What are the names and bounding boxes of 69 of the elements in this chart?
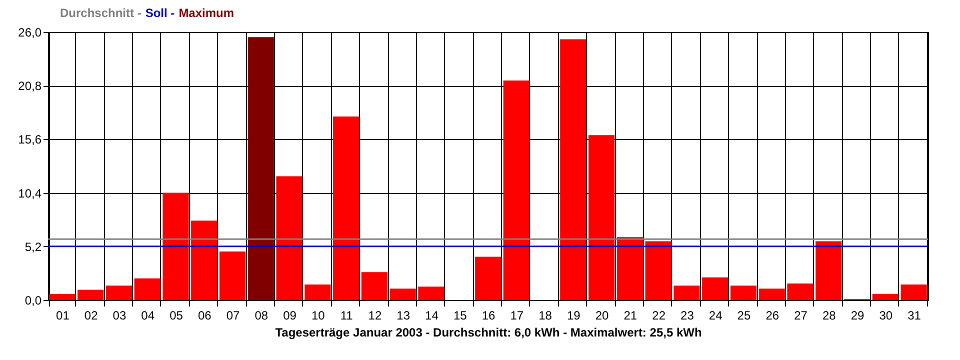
bar (78, 290, 104, 300)
bar (588, 135, 615, 300)
bar (730, 286, 757, 300)
x-tick-label: 20 (595, 308, 610, 322)
bar (560, 39, 586, 300)
bar (248, 37, 274, 300)
x-tick-label: 29 (850, 308, 865, 322)
bar (191, 220, 218, 300)
x-tick-label: 12 (368, 308, 382, 322)
bar (872, 294, 898, 300)
x-tick-label: 05 (170, 308, 184, 322)
x-tick-label: 21 (624, 308, 638, 322)
x-tick-label: 30 (879, 308, 893, 322)
x-tick-label: 17 (510, 308, 524, 322)
y-tick-label: 15,6 (18, 132, 42, 147)
x-tick-label: 26 (766, 308, 780, 322)
x-tick-label: 14 (425, 308, 439, 322)
y-tick-label: 5,2 (24, 240, 42, 254)
bar (900, 284, 927, 300)
y-tick-label: 10,4 (18, 186, 42, 200)
bar (787, 284, 814, 300)
x-tick-label: 13 (396, 308, 410, 322)
x-tick-label: 23 (680, 308, 694, 322)
bar (390, 288, 416, 300)
bar (276, 176, 302, 300)
y-tick-label: 20,8 (18, 79, 42, 94)
bar (162, 192, 189, 300)
bar (134, 278, 160, 300)
bar (503, 80, 530, 300)
bar (816, 241, 842, 300)
series-label: Maximum (178, 6, 234, 20)
x-tick-label: 03 (112, 308, 126, 322)
x-tick-label: 22 (652, 308, 666, 322)
bar (219, 252, 246, 300)
x-tick-label: 06 (198, 308, 212, 322)
bar (702, 277, 728, 300)
x-tick-label: 27 (794, 308, 808, 322)
bar (758, 288, 785, 300)
ref-line-label: Soll - (145, 6, 175, 20)
x-tick-label: 09 (283, 308, 297, 322)
x-tick-label: 16 (482, 308, 496, 322)
bar (418, 286, 444, 300)
bar (361, 272, 388, 300)
bar (304, 284, 331, 300)
bar (333, 116, 360, 300)
x-tick-label: 24 (708, 308, 723, 322)
bar (474, 256, 502, 300)
bar (616, 237, 643, 300)
y-tick-label: 0,0 (24, 294, 42, 308)
bar (106, 286, 132, 300)
x-tick-label: 07 (226, 308, 240, 322)
bar (645, 241, 672, 300)
bar (674, 286, 700, 300)
y-tick-label: 26,0 (18, 26, 42, 40)
x-axis-title: Tageserträge Januar 2003 - Durchschnitt: 6,0 kWh - Maximalwert: 25,5 kWh (275, 326, 702, 340)
x-tick-label: 25 (737, 308, 751, 322)
x-tick-label: 02 (84, 308, 98, 322)
x-tick-label: 01 (56, 308, 70, 322)
x-tick-label: 18 (538, 308, 552, 322)
x-tick-label: 10 (312, 308, 326, 322)
ref-line-label: Durchschnitt - (60, 6, 142, 20)
x-tick-label: 19 (566, 308, 581, 322)
x-tick-label: 31 (908, 308, 922, 322)
x-tick-label: 28 (822, 308, 836, 322)
x-tick-label: 11 (340, 308, 354, 322)
x-tick-label: 04 (141, 308, 155, 322)
x-tick-label: 15 (453, 308, 468, 322)
bar (49, 294, 76, 300)
x-tick-label: 08 (254, 308, 268, 322)
